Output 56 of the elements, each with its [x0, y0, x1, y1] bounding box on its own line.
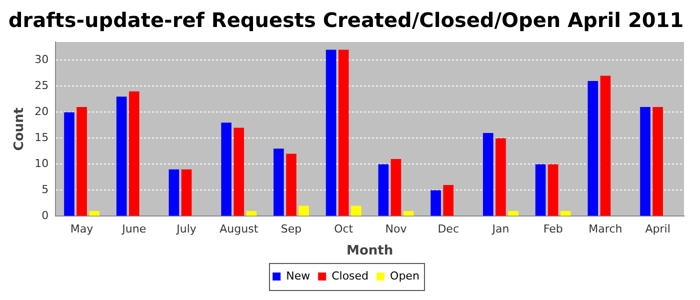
bar	[390, 159, 402, 216]
bar	[234, 128, 244, 216]
y-tick-label: 15	[34, 131, 49, 144]
bar	[600, 76, 611, 216]
bar	[430, 190, 441, 216]
bar	[89, 211, 100, 216]
bar	[116, 96, 127, 216]
x-tick-label: July	[176, 222, 197, 236]
bar	[548, 164, 558, 216]
x-tick-label: August	[220, 222, 259, 236]
y-tick-label: 0	[42, 209, 49, 222]
x-tick-label: Nov	[385, 222, 408, 236]
y-tick-label: 5	[42, 183, 49, 196]
bar	[403, 211, 414, 216]
bar	[640, 107, 650, 216]
bar	[443, 185, 454, 216]
y-tick-label: 20	[34, 105, 49, 118]
bar	[286, 154, 296, 216]
x-tick-label: Jan	[491, 222, 510, 236]
x-tick-label: May	[70, 222, 94, 236]
bar	[496, 138, 506, 216]
y-tick-label: 30	[34, 53, 49, 66]
bar	[246, 211, 257, 216]
bar	[652, 107, 663, 216]
x-tick-label: April	[645, 222, 670, 236]
x-tick-label: Dec	[438, 222, 459, 236]
x-tick-label: March	[588, 222, 622, 236]
x-tick-label: Sep	[280, 222, 302, 236]
bar	[560, 211, 571, 216]
bar	[221, 122, 232, 216]
x-tick-label: Feb	[543, 222, 563, 236]
bar	[351, 206, 362, 216]
bar	[508, 211, 518, 216]
bar	[378, 164, 389, 216]
bar	[298, 206, 309, 216]
bar	[338, 50, 349, 216]
bar	[128, 91, 140, 216]
bar	[181, 169, 192, 216]
bar	[64, 112, 74, 216]
bar	[76, 107, 87, 216]
x-axis-title: Month	[346, 244, 394, 259]
bar	[535, 164, 546, 216]
y-tick-label: 25	[34, 79, 49, 92]
bar	[168, 169, 180, 216]
y-tick-label: 10	[34, 157, 49, 170]
legend-label: Closed	[332, 269, 369, 282]
x-tick-label: June	[121, 222, 146, 236]
y-axis-title: Count	[12, 108, 28, 151]
bar	[482, 133, 494, 216]
x-tick-label: Oct	[334, 222, 354, 236]
bar	[326, 50, 336, 216]
bar	[274, 148, 284, 216]
bar	[588, 81, 598, 216]
legend-label: New	[286, 269, 310, 282]
chart-title: drafts-update-ref Requests Created/Closed/Open April 2011	[8, 8, 684, 32]
legend-label: Open	[390, 269, 420, 282]
